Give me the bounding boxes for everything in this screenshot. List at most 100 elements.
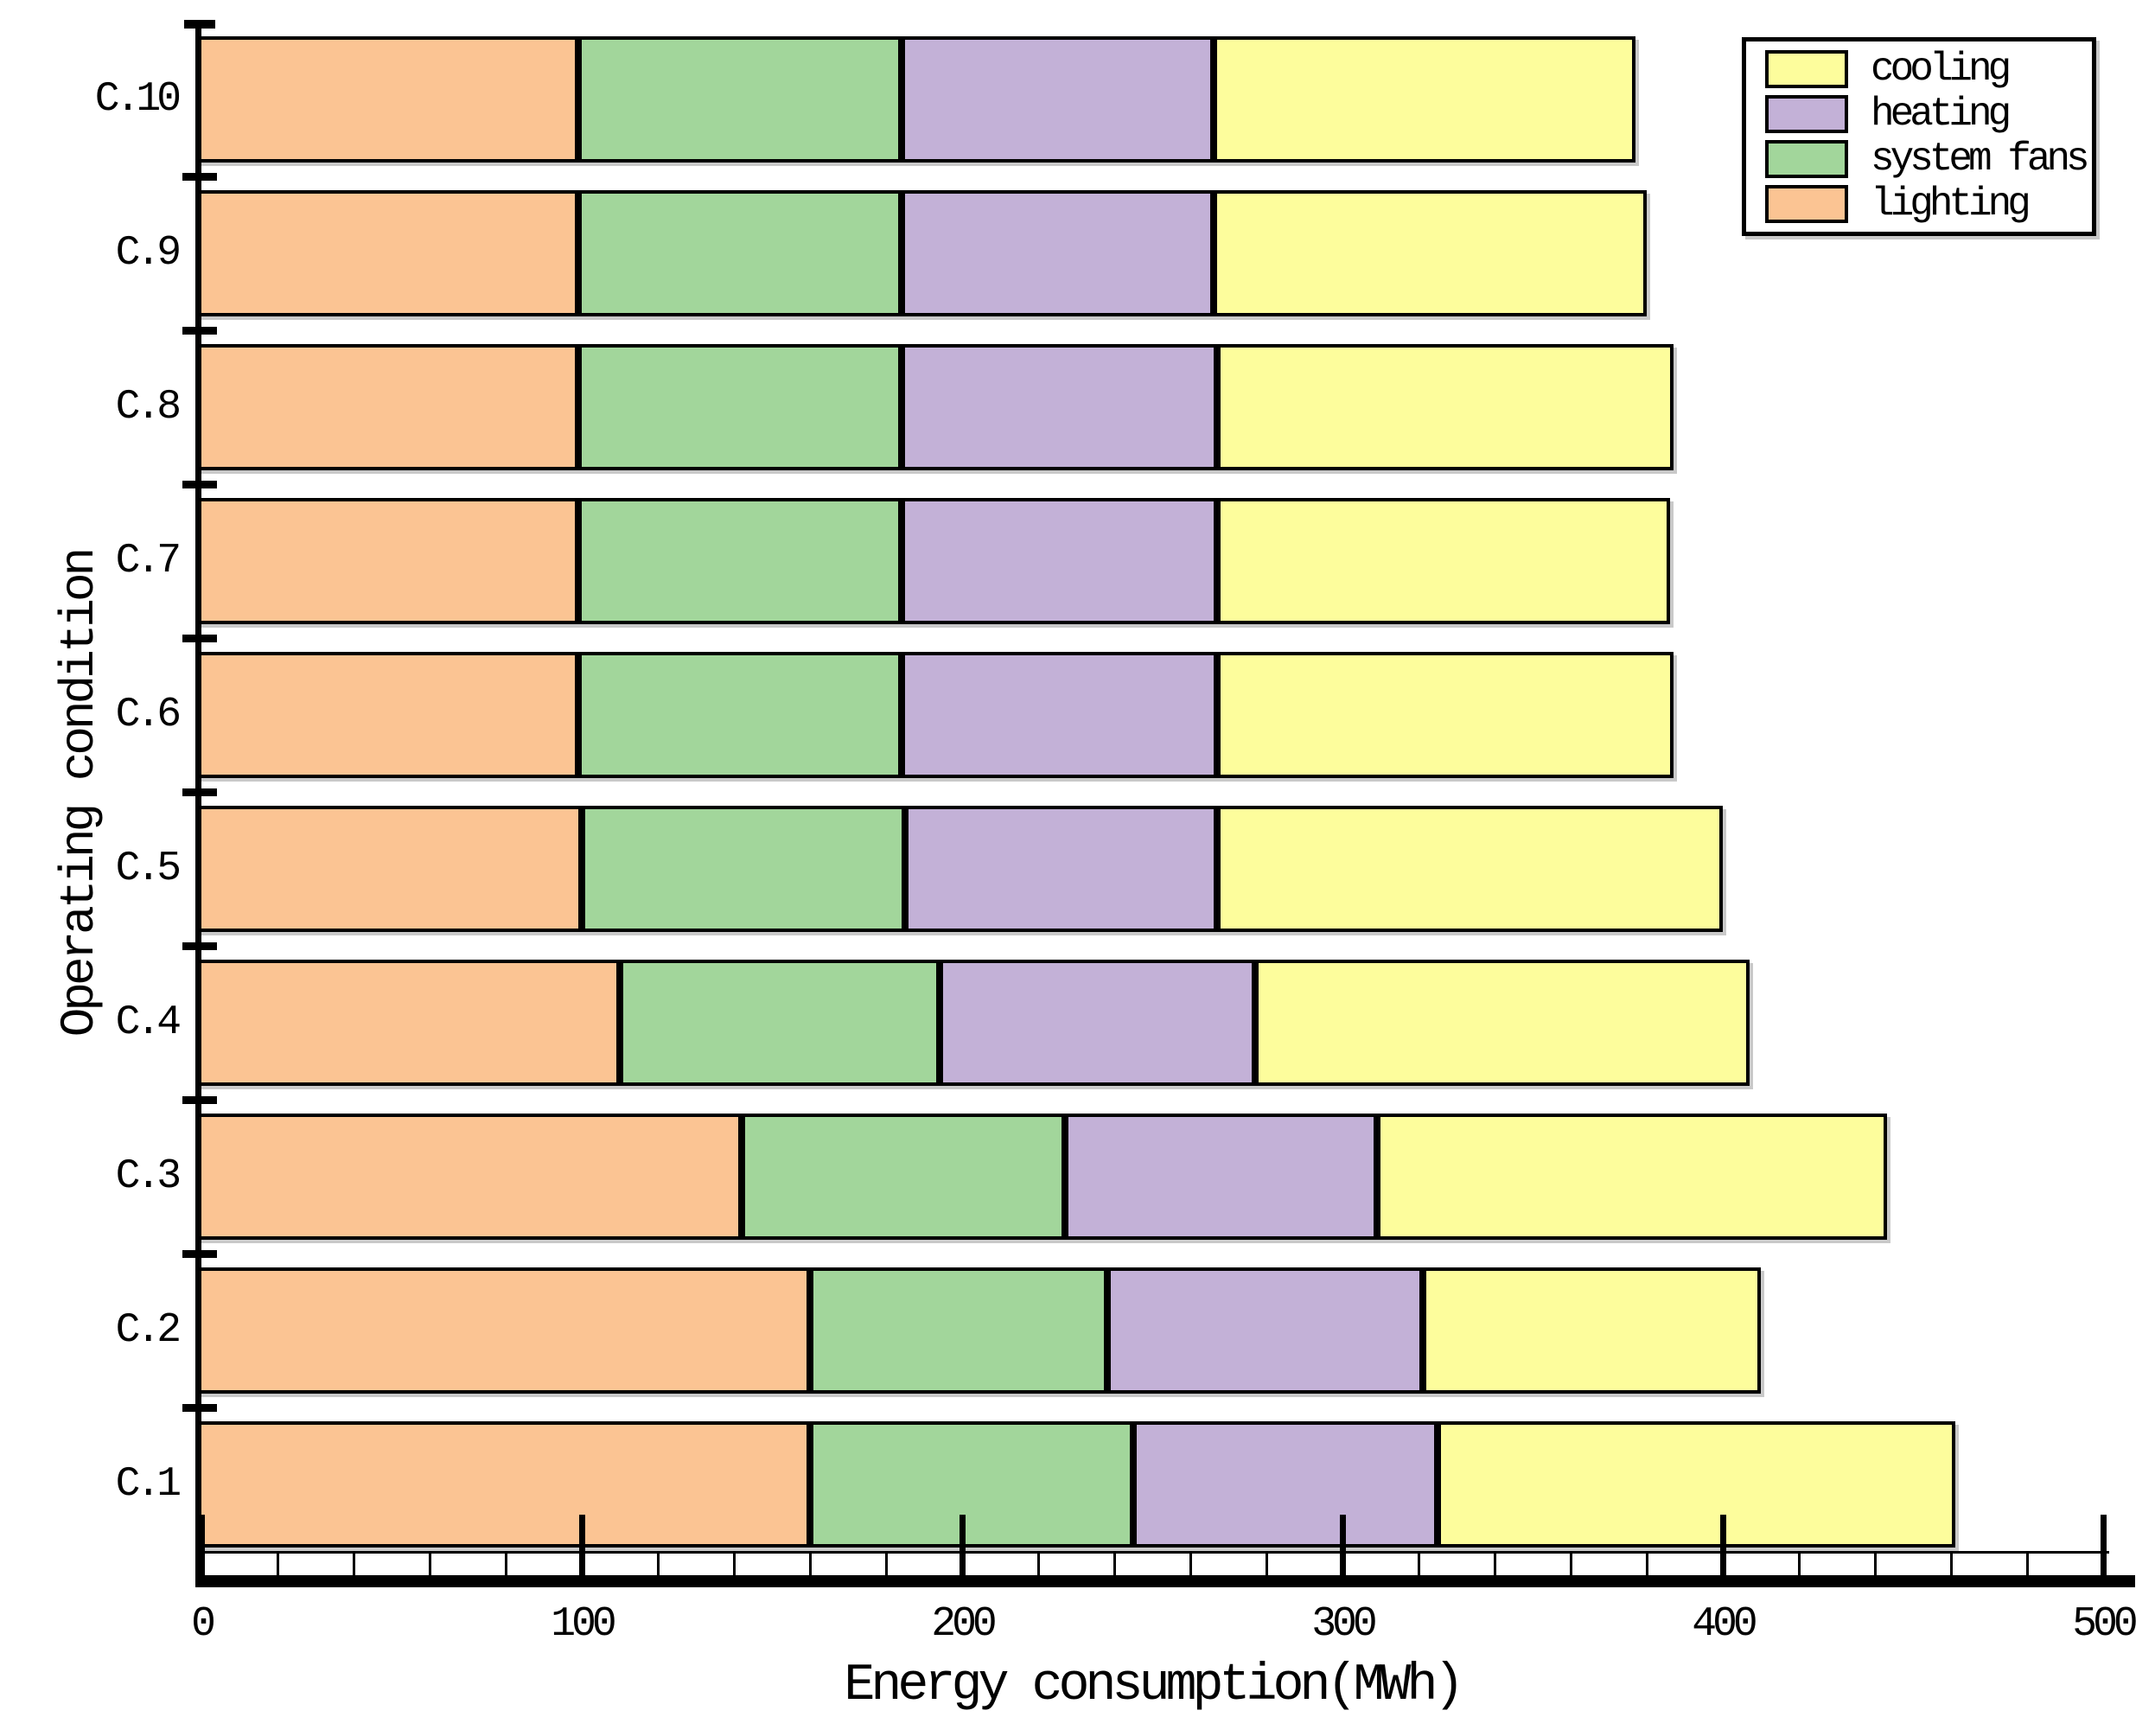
x-axis-major-tick [1719, 1515, 1726, 1575]
x-axis-minor-tick [1265, 1551, 1268, 1575]
y-tick-label: C.7 [115, 538, 182, 584]
bar-segment-system-fans [742, 1114, 1066, 1240]
x-tick-label: 0 [191, 1601, 216, 1648]
legend-item-system-fans: system fans [1746, 137, 2092, 182]
legend-swatch-heating [1765, 95, 1848, 133]
x-tick-label: 500 [2072, 1601, 2138, 1648]
x-axis-minor-tick [808, 1551, 812, 1575]
bar-segment-cooling [1217, 806, 1724, 932]
x-axis-minor-tick-band-line [195, 1551, 2109, 1554]
y-axis-tick [182, 788, 217, 796]
x-axis-minor-tick [1797, 1551, 1801, 1575]
bar-segment-system-fans [620, 960, 940, 1086]
x-axis-minor-tick [884, 1551, 888, 1575]
x-axis-title: Energy consumption(MWh) [844, 1656, 1464, 1715]
bar-segment-heating [905, 806, 1218, 932]
legend-swatch-cooling [1765, 50, 1848, 88]
x-tick-label: 100 [551, 1601, 616, 1648]
bar-segment-heating [902, 190, 1214, 316]
legend-label: lighting [1871, 182, 2031, 227]
bar-segment-system-fans [578, 190, 902, 316]
y-axis-end-tick [184, 20, 215, 29]
y-axis-line [195, 20, 201, 1587]
x-axis-minor-tick [1493, 1551, 1496, 1575]
x-axis-minor-tick [352, 1551, 355, 1575]
x-axis-minor-tick [1113, 1551, 1116, 1575]
bar-segment-lighting [198, 806, 583, 932]
bar-segment-system-fans [578, 498, 902, 624]
bar-segment-system-fans [582, 806, 906, 932]
bar-row-c2 [198, 1267, 1762, 1394]
bar-segment-heating [902, 498, 1218, 624]
bar-segment-cooling [1422, 1267, 1762, 1394]
bar-segment-heating [1106, 1267, 1423, 1394]
y-axis-tick [182, 635, 217, 642]
y-tick-label: C.4 [115, 999, 182, 1046]
bar-segment-cooling [1217, 498, 1670, 624]
y-axis-title: Operating condition [52, 550, 107, 1037]
bar-segment-system-fans [810, 1267, 1107, 1394]
y-tick-label: C.5 [115, 846, 182, 892]
x-axis-minor-tick [504, 1551, 507, 1575]
x-axis-minor-tick [2025, 1551, 2029, 1575]
bar-row-c5 [198, 806, 1724, 932]
bar-segment-heating [939, 960, 1256, 1086]
y-tick-label: C.8 [115, 384, 182, 431]
bar-segment-heating [902, 36, 1214, 163]
bar-segment-lighting [198, 498, 578, 624]
y-axis-tick [182, 481, 217, 488]
bar-segment-lighting [198, 36, 578, 163]
bar-row-c4 [198, 960, 1750, 1086]
bar-segment-cooling [1217, 652, 1674, 778]
bar-segment-cooling [1213, 36, 1636, 163]
y-tick-label: C.3 [115, 1153, 182, 1200]
x-axis-minor-tick [656, 1551, 660, 1575]
bar-segment-system-fans [578, 36, 902, 163]
x-tick-label: 300 [1311, 1601, 1377, 1648]
y-tick-label: C.2 [115, 1307, 182, 1354]
legend-swatch-system-fans [1765, 140, 1848, 178]
bar-row-c6 [198, 652, 1674, 778]
bar-row-c9 [198, 190, 1648, 316]
bar-row-c3 [198, 1114, 1887, 1240]
x-axis-major-tick [578, 1515, 585, 1575]
x-axis-minor-tick [428, 1551, 431, 1575]
x-axis-major-tick [959, 1515, 966, 1575]
legend-label: cooling [1871, 47, 2012, 92]
y-axis-tick [182, 1250, 217, 1258]
y-axis-tick [182, 942, 217, 950]
bar-segment-heating [1065, 1114, 1377, 1240]
legend-item-heating: heating [1746, 92, 2092, 137]
bar-segment-heating [1133, 1421, 1438, 1548]
bar-segment-cooling [1376, 1114, 1887, 1240]
x-axis-major-tick [198, 1515, 205, 1575]
bar-segment-heating [902, 652, 1218, 778]
y-tick-label: C.6 [115, 692, 182, 738]
x-axis-minor-tick [1645, 1551, 1648, 1575]
y-axis-tick [182, 1096, 217, 1104]
x-axis-minor-tick [1417, 1551, 1420, 1575]
legend-swatch-lighting [1765, 185, 1848, 223]
bar-row-c8 [198, 344, 1674, 470]
bar-segment-cooling [1217, 344, 1674, 470]
bar-segment-lighting [198, 190, 578, 316]
bar-segment-lighting [198, 652, 578, 778]
bar-segment-lighting [198, 960, 621, 1086]
bar-segment-lighting [198, 1114, 743, 1240]
x-tick-label: 400 [1692, 1601, 1757, 1648]
y-tick-label: C.9 [115, 230, 182, 277]
x-axis-minor-tick [1569, 1551, 1572, 1575]
bar-segment-system-fans [810, 1421, 1134, 1548]
x-axis-minor-tick [732, 1551, 736, 1575]
y-tick-label: C.10 [94, 76, 182, 123]
legend-label: heating [1871, 92, 2012, 137]
y-axis-tick [182, 1404, 217, 1412]
y-axis-tick [182, 327, 217, 335]
bar-segment-cooling [1255, 960, 1750, 1086]
x-axis-minor-tick [1189, 1551, 1192, 1575]
y-axis-tick [182, 173, 217, 181]
legend-box: cooling heating system fans lighting [1742, 37, 2096, 236]
bar-segment-lighting [198, 1421, 811, 1548]
legend-item-lighting: lighting [1746, 182, 2092, 227]
x-tick-label: 200 [931, 1601, 997, 1648]
